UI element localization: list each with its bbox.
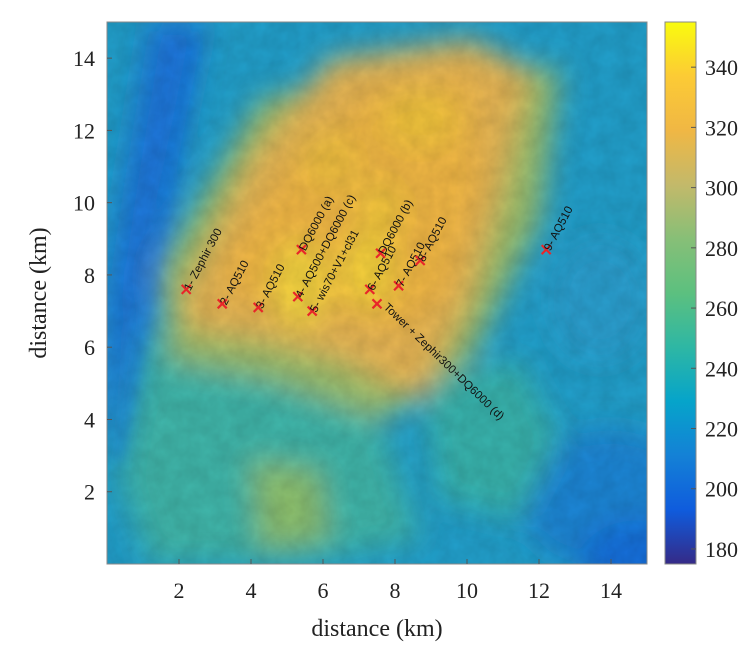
y-axis-label: distance (km) — [26, 227, 52, 358]
x-tick-label: 4 — [246, 578, 257, 603]
colorbar-tick-label: 200 — [705, 477, 738, 502]
colorbar-tick-label: 260 — [705, 296, 738, 321]
x-tick-label: 2 — [174, 578, 185, 603]
colorbar-tick-label: 320 — [705, 115, 738, 140]
colorbar-tick-label: 240 — [705, 356, 738, 381]
colorbar-ticks: 180 200 220 240 260 280 300 320 340 — [691, 55, 738, 562]
x-tick-label: 12 — [528, 578, 550, 603]
y-tick-label: 12 — [73, 118, 95, 143]
colorbar — [664, 21, 697, 565]
y-tick-label: 4 — [84, 407, 95, 432]
x-axis-label: distance (km) — [311, 616, 442, 642]
y-tick-label: 6 — [84, 335, 95, 360]
y-axis-ticks: 2 4 6 8 10 12 14 — [73, 46, 112, 505]
x-tick-label: 14 — [600, 578, 622, 603]
y-tick-label: 2 — [84, 480, 95, 505]
colorbar-tick-label: 340 — [705, 55, 738, 80]
x-axis-ticks: 2 4 6 8 10 12 14 — [174, 559, 622, 603]
y-tick-label: 10 — [73, 191, 95, 216]
colorbar-tick-label: 280 — [705, 236, 738, 261]
colorbar-tick-label: 220 — [705, 417, 738, 442]
x-tick-label: 6 — [318, 578, 329, 603]
y-tick-label: 14 — [73, 46, 95, 71]
plot-frame — [106, 21, 648, 565]
y-tick-label: 8 — [84, 263, 95, 288]
colorbar-tick-label: 180 — [705, 537, 738, 562]
colorbar-tick-label: 300 — [705, 176, 738, 201]
x-tick-label: 8 — [390, 578, 401, 603]
terrain-elevation-map — [107, 22, 647, 564]
x-tick-label: 10 — [456, 578, 478, 603]
